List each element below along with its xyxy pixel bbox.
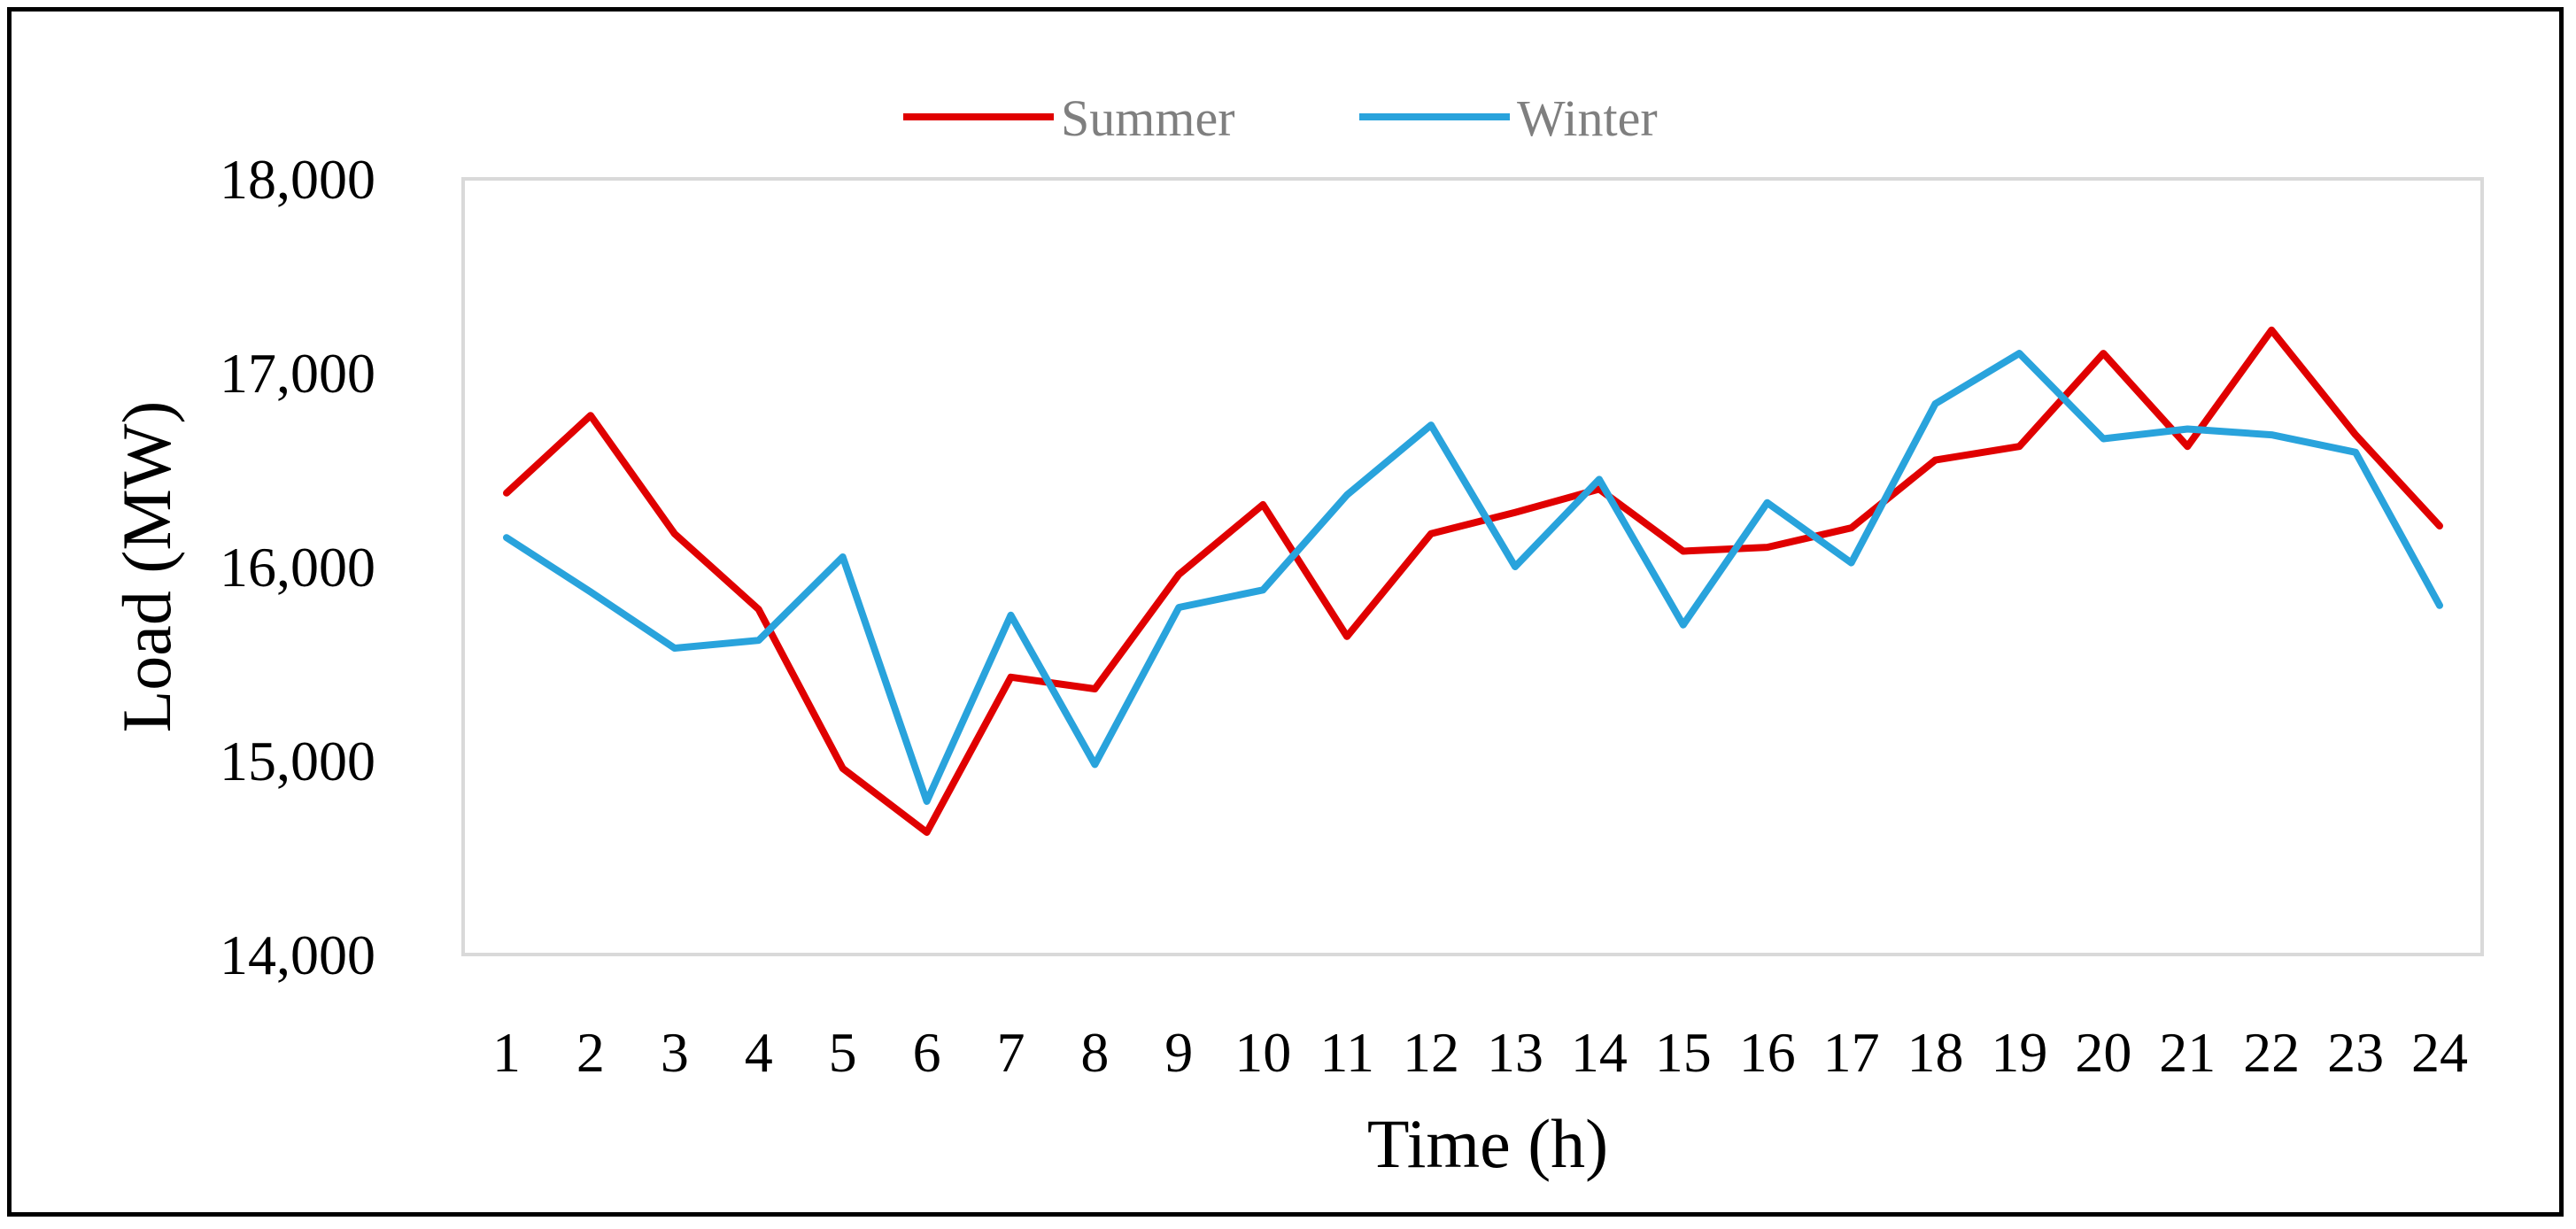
x-tick-label: 19 (1991, 1021, 2047, 1084)
x-tick-label: 3 (661, 1021, 689, 1084)
x-tick-label: 21 (2159, 1021, 2216, 1084)
x-tick-label: 5 (829, 1021, 857, 1084)
x-tick-label: 17 (1823, 1021, 1880, 1084)
x-tick-label: 10 (1234, 1021, 1291, 1084)
x-tick-label: 8 (1080, 1021, 1109, 1084)
series-lines (503, 326, 2443, 836)
series-line-summer (503, 326, 2443, 836)
x-tick-label: 14 (1571, 1021, 1628, 1084)
x-axis-tick-labels: 1 2 3 4 5 6 7 8 9 10 11 12 13 14 15 16 17 18 19 20 21 22 23 24 (492, 1021, 2468, 1084)
y-tick-label: 14,000 (220, 924, 375, 986)
y-tick-label: 15,000 (220, 730, 375, 792)
x-tick-label: 12 (1403, 1021, 1459, 1084)
x-tick-label: 15 (1655, 1021, 1712, 1084)
x-tick-label: 11 (1319, 1021, 1374, 1084)
plot-area (461, 177, 2484, 956)
x-tick-label: 22 (2243, 1021, 2300, 1084)
x-tick-label: 23 (2327, 1021, 2384, 1084)
x-tick-label: 13 (1487, 1021, 1543, 1084)
x-tick-label: 16 (1739, 1021, 1796, 1084)
chart-frame (7, 7, 2564, 1217)
x-tick-label: 7 (996, 1021, 1025, 1084)
legend-label-winter: Winter (1517, 89, 1658, 147)
y-axis-tick-labels: 14,000 15,000 16,000 17,000 18,000 (220, 148, 375, 986)
legend: Summer Winter (903, 89, 1658, 147)
x-tick-label: 9 (1164, 1021, 1193, 1084)
x-axis-title: Time (h) (1367, 1105, 1608, 1182)
x-tick-label: 6 (913, 1021, 941, 1084)
y-tick-label: 16,000 (220, 536, 375, 599)
x-tick-label: 24 (2411, 1021, 2468, 1084)
y-tick-label: 18,000 (220, 148, 375, 211)
y-tick-label: 17,000 (220, 342, 375, 405)
x-tick-label: 1 (492, 1021, 521, 1084)
x-tick-label: 18 (1907, 1021, 1964, 1084)
series-line-winter (503, 350, 2443, 805)
x-tick-label: 20 (2075, 1021, 2131, 1084)
x-tick-label: 2 (576, 1021, 605, 1084)
x-tick-label: 4 (745, 1021, 773, 1084)
y-axis-title: Load (MW) (108, 401, 185, 733)
legend-label-summer: Summer (1061, 89, 1235, 147)
